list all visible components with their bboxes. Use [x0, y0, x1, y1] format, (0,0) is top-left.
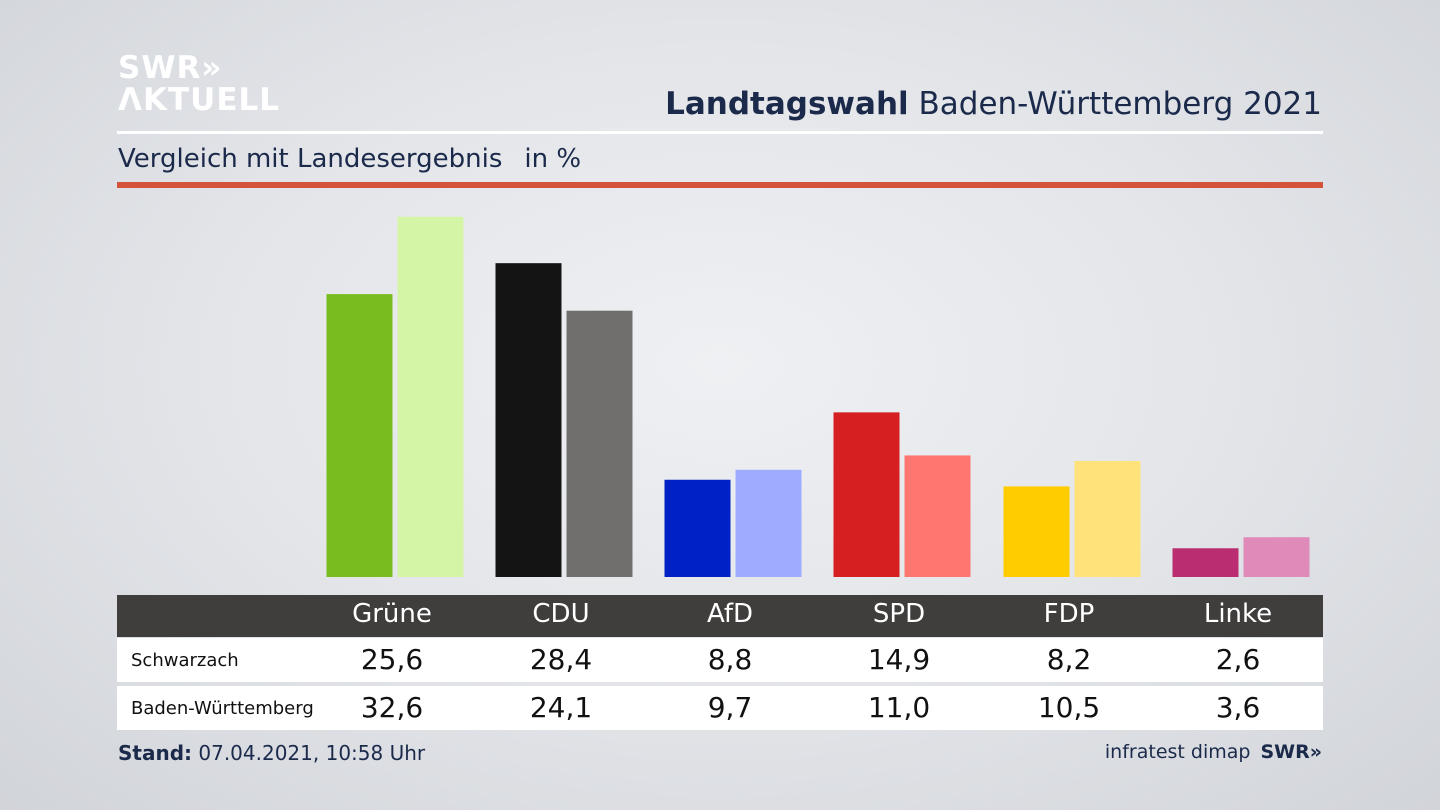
bar-cdu-schwarzach [495, 263, 562, 577]
bar-linke-bw [1243, 537, 1310, 577]
divider [117, 131, 1323, 134]
column-header: Linke [1203, 599, 1273, 629]
value-cell: 10,5 [1037, 691, 1101, 724]
column-header: AfD [706, 599, 754, 629]
bar-spd-bw [904, 455, 971, 577]
page-title: Landtagswahl Baden-Württemberg 2021 [665, 86, 1322, 122]
table-row-schwarzach: Schwarzach 25,6 28,4 8,8 14,9 8,2 2,6 [117, 638, 1323, 682]
row-label: Schwarzach [131, 650, 239, 671]
bar-afd-bw [735, 469, 802, 577]
value-cell: 3,6 [1215, 691, 1261, 724]
column-header: CDU [532, 599, 590, 629]
bar-grüne-bw [397, 216, 464, 577]
accent-divider [117, 182, 1323, 188]
bar-spd-schwarzach [833, 412, 900, 577]
value-cell: 9,7 [707, 691, 753, 724]
column-header: Grüne [352, 599, 432, 629]
timestamp: Stand: 07.04.2021, 10:58 Uhr [118, 741, 426, 765]
bar-fdp-schwarzach [1003, 486, 1070, 577]
subtitle: Vergleich mit Landesergebnis in % [118, 144, 582, 174]
column-header: SPD [872, 599, 926, 629]
value-cell: 28,4 [529, 643, 593, 676]
bar-fdp-bw [1074, 460, 1141, 577]
bar-cdu-bw [566, 310, 633, 577]
row-label: Baden-Württemberg [131, 698, 314, 719]
value-cell: 25,6 [360, 643, 424, 676]
value-cell: 32,6 [360, 691, 424, 724]
swr-aktuell-logo: SWR» ΛKTUELL [118, 50, 281, 118]
value-cell: 11,0 [867, 691, 931, 724]
table-header: Grüne CDU AfD SPD FDP Linke [117, 595, 1323, 637]
source: infratest dimap SWR» [1104, 741, 1322, 763]
value-cell: 24,1 [529, 691, 593, 724]
column-header: FDP [1043, 599, 1095, 629]
value-cell: 8,8 [707, 643, 753, 676]
value-cell: 8,2 [1046, 643, 1092, 676]
bar-grüne-schwarzach [326, 294, 393, 577]
bar-afd-schwarzach [664, 479, 731, 577]
value-cell: 2,6 [1215, 643, 1261, 676]
table-row-bw: Baden-Württemberg 32,6 24,1 9,7 11,0 10,5 3,6 [117, 686, 1323, 730]
bar-linke-schwarzach [1172, 548, 1239, 577]
value-cell: 14,9 [867, 643, 931, 676]
